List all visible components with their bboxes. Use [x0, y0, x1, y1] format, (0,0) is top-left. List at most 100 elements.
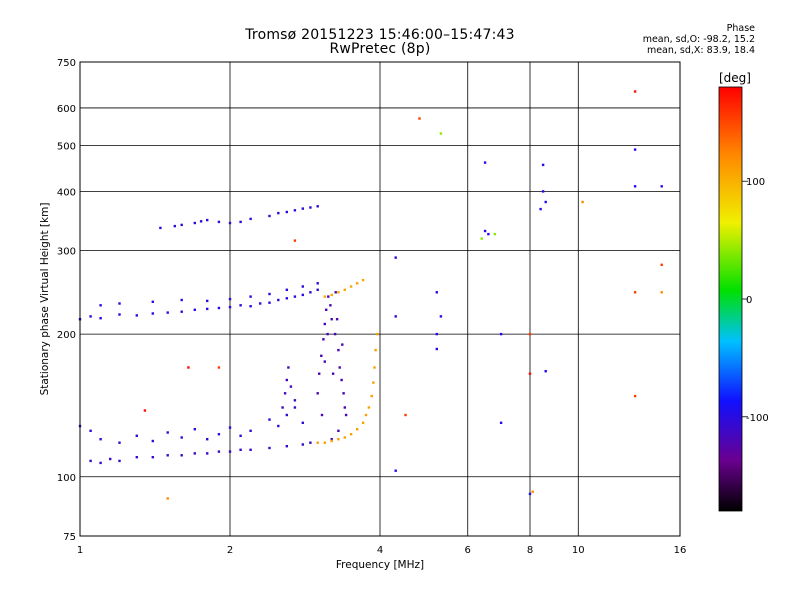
- data-point: [320, 354, 323, 357]
- data-point: [166, 454, 169, 457]
- data-point: [325, 308, 328, 311]
- data-point: [249, 217, 252, 221]
- y-tick-label: 750: [57, 58, 76, 69]
- data-point: [334, 291, 337, 294]
- data-point: [268, 214, 271, 218]
- data-point: [99, 317, 102, 320]
- data-point: [180, 310, 183, 313]
- data-point: [180, 298, 183, 302]
- data-point: [376, 332, 379, 336]
- data-point: [89, 315, 92, 318]
- data-point: [331, 372, 335, 375]
- data-point: [581, 200, 584, 204]
- y-axis-label: Stationary phase Virtual Height [km]: [39, 203, 51, 396]
- data-point: [118, 313, 121, 316]
- data-point: [309, 206, 312, 209]
- data-point: [239, 434, 242, 437]
- data-point: [528, 332, 532, 336]
- data-point: [418, 117, 421, 120]
- colorbar: [718, 86, 743, 512]
- x-tick-label: 4: [377, 545, 383, 556]
- data-point: [327, 295, 330, 298]
- y-tick-label: 100: [57, 473, 76, 484]
- data-point: [337, 429, 340, 432]
- data-point: [435, 347, 438, 351]
- data-point: [316, 282, 319, 285]
- data-point: [330, 439, 333, 443]
- data-point: [541, 190, 545, 193]
- data-point: [180, 223, 183, 227]
- data-point: [228, 305, 232, 309]
- data-point: [283, 392, 287, 395]
- data-point: [361, 421, 365, 424]
- data-point: [217, 450, 221, 453]
- data-point: [193, 221, 196, 225]
- data-point: [374, 348, 377, 352]
- data-point: [268, 446, 271, 450]
- data-point: [316, 205, 319, 208]
- data-point: [217, 366, 221, 369]
- data-point: [660, 291, 663, 294]
- data-point: [435, 332, 438, 336]
- data-point: [277, 298, 280, 302]
- data-point: [135, 434, 138, 437]
- data-point: [316, 392, 319, 395]
- data-point: [341, 343, 344, 346]
- phase-line-o: mean, sd,O: -98.2, 15.2: [642, 34, 755, 45]
- data-point: [239, 220, 242, 224]
- data-point: [151, 312, 154, 315]
- data-point: [118, 302, 121, 305]
- data-point: [285, 445, 288, 448]
- data-point: [322, 338, 325, 341]
- data-point: [356, 282, 359, 285]
- y-tick-label: 75: [63, 532, 76, 543]
- y-tick-label: 300: [57, 247, 76, 258]
- data-point: [249, 295, 252, 298]
- colorbar-tick-label: 100: [746, 177, 765, 188]
- data-point: [323, 360, 326, 363]
- data-point: [316, 441, 319, 444]
- data-point: [499, 332, 503, 336]
- data-point: [285, 297, 288, 300]
- data-point: [439, 132, 443, 135]
- data-point: [528, 372, 532, 375]
- data-point: [293, 209, 297, 212]
- x-tick-label: 8: [527, 545, 533, 556]
- data-point: [159, 226, 162, 230]
- data-point: [544, 370, 547, 373]
- data-point: [277, 211, 280, 215]
- data-point: [301, 207, 304, 210]
- data-point: [394, 256, 397, 259]
- data-point: [285, 210, 288, 214]
- plot-frame: [79, 61, 681, 537]
- data-point: [277, 424, 280, 428]
- data-point: [228, 221, 232, 225]
- y-tick-label: 500: [57, 141, 76, 152]
- data-point: [539, 207, 542, 211]
- data-point: [143, 409, 147, 412]
- data-point: [99, 438, 102, 441]
- phase-line-x: mean, sd,X: 83.9, 18.4: [646, 45, 755, 56]
- data-point: [356, 428, 359, 431]
- data-point: [338, 366, 341, 369]
- data-point: [239, 448, 242, 451]
- data-point: [343, 436, 346, 439]
- data-point: [135, 314, 138, 317]
- data-point: [544, 200, 547, 204]
- x-tick-label: 16: [674, 545, 687, 556]
- data-point: [309, 291, 312, 294]
- data-point: [340, 378, 343, 382]
- data-point: [228, 450, 232, 453]
- data-point: [217, 306, 221, 310]
- chart-subtitle: RwPretec (8p): [329, 41, 431, 57]
- data-point: [343, 288, 346, 291]
- data-point: [206, 307, 209, 311]
- data-point: [323, 322, 326, 326]
- x-axis-label: Frequency [MHz]: [336, 559, 424, 571]
- data-point: [166, 497, 169, 500]
- data-point: [293, 239, 297, 242]
- data-point: [439, 315, 443, 318]
- y-tick-label: 200: [57, 330, 76, 341]
- data-point: [99, 304, 102, 307]
